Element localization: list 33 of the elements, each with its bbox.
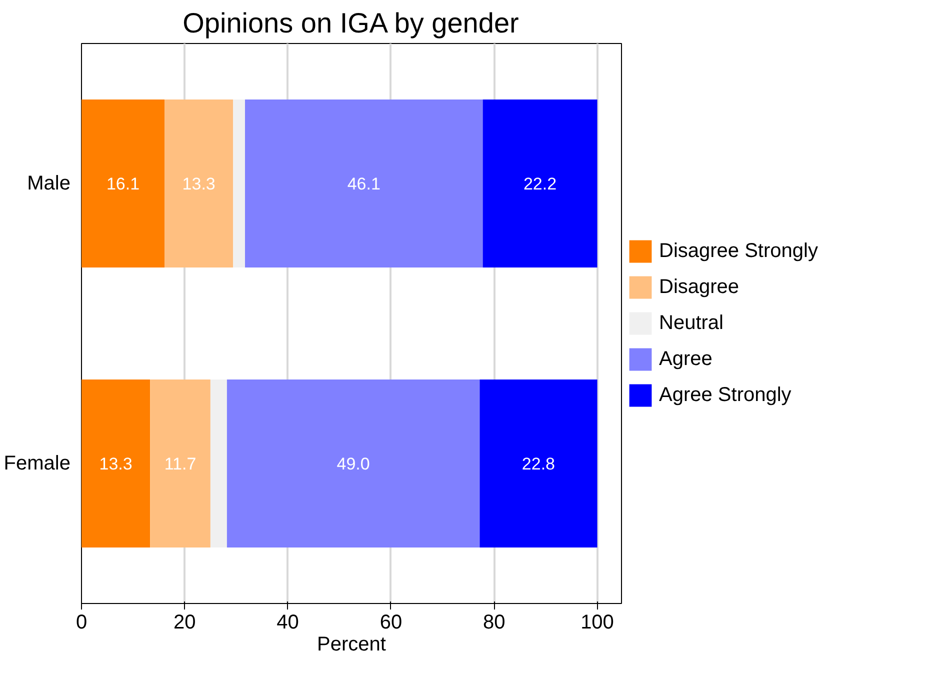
bar [233, 100, 245, 268]
x-tick-label: 100 [580, 612, 614, 634]
data-label: 49.0 [336, 454, 370, 474]
data-label: 22.8 [522, 454, 556, 474]
data-label: 13.3 [99, 454, 132, 474]
bar [226, 380, 480, 548]
legend-label: Disagree [659, 276, 740, 298]
legend-label: Neutral [659, 312, 724, 334]
data-label: 16.1 [106, 174, 140, 194]
bar [482, 100, 598, 268]
data-label: 22.2 [523, 174, 557, 194]
y-tick-label: Female [4, 452, 71, 474]
x-tick-label: 80 [482, 612, 506, 634]
bar [164, 100, 234, 268]
chart-title: Opinions on IGA by gender [182, 8, 519, 38]
legend-label: Agree Strongly [659, 384, 792, 406]
x-axis-title: Percent [317, 634, 386, 656]
bar [480, 380, 598, 548]
bar [82, 380, 150, 548]
data-label: 13.3 [182, 174, 216, 194]
x-tick-label: 60 [380, 612, 402, 634]
bar [244, 100, 483, 268]
data-label: 46.1 [347, 174, 380, 194]
data-label: 11.7 [164, 454, 196, 474]
bar [150, 380, 210, 548]
x-tick-label: 0 [76, 612, 88, 634]
bar [82, 100, 165, 268]
y-tick-label: Male [27, 172, 71, 194]
x-tick-label: 20 [174, 612, 196, 634]
bar [210, 380, 227, 548]
legend-label: Agree [659, 348, 712, 370]
x-tick-label: 40 [276, 612, 299, 634]
legend-label: Disagree Strongly [659, 240, 818, 262]
